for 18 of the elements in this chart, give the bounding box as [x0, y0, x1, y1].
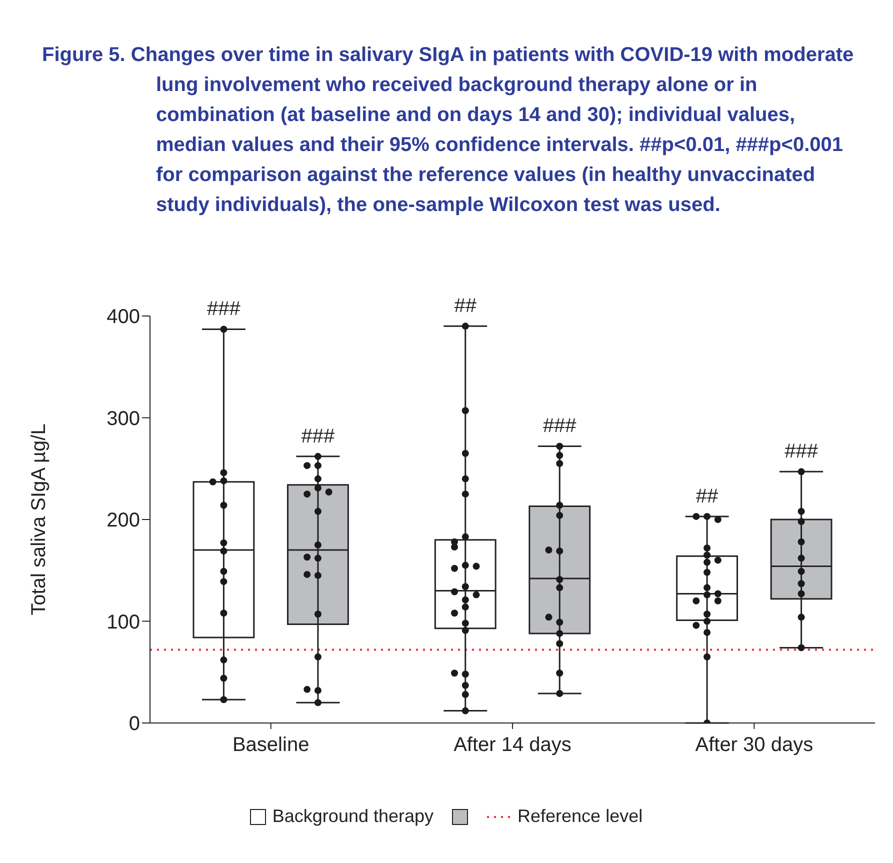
- y-tick-label: 200: [106, 510, 140, 532]
- annotation: ###: [784, 440, 819, 463]
- annotation: ###: [207, 298, 242, 320]
- annotation: ##: [696, 485, 720, 508]
- annotation: ##: [454, 295, 478, 318]
- annotation: ###: [542, 415, 578, 438]
- x-tick-label: After 14 days: [454, 734, 572, 756]
- y-tick-label: 400: [106, 306, 140, 328]
- y-axis-title: Total saliva SIgA µg/L: [28, 424, 50, 616]
- legend-label: Background therapy: [272, 806, 434, 827]
- x-tick-label: Baseline: [232, 734, 310, 756]
- x-tick-label: After 30 days: [695, 734, 814, 756]
- y-tick-label: 300: [106, 408, 140, 430]
- chart-title: Figure 5. Changes over time in salivary SIgA in patients with COVID-19 with moderate lung involvement who received background therapy alone or in combination (at baseline and on days 14 and 30); individual values, median values and their 95% confidence intervals. ##p<0.01, ###p<0.001 for comparison against the reference values (in healthy unvaccinated study individuals), the one-sample Wilcoxon test was used.: [41, 43, 855, 218]
- y-tick-label: 0: [128, 713, 140, 736]
- y-tick-label: 100: [106, 611, 140, 634]
- annotation: ###: [301, 425, 336, 448]
- legend-label: Reference level: [518, 806, 643, 827]
